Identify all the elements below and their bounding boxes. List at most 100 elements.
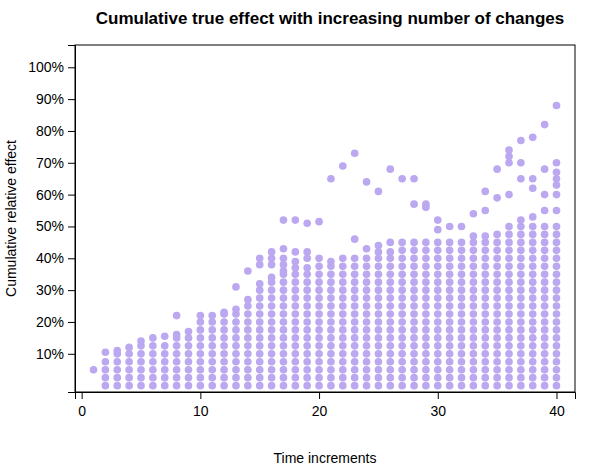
point [386,248,394,256]
point [375,286,383,294]
point [553,302,561,310]
point [315,310,323,318]
point [553,102,561,110]
point [280,302,288,310]
point [398,302,406,310]
point [303,342,311,350]
point [291,302,299,310]
point [363,350,371,358]
point [315,318,323,326]
point [505,350,513,358]
point [280,382,288,390]
y-tick-mark [68,163,75,164]
point [517,137,525,145]
point [303,219,311,227]
point [303,382,311,390]
point [339,286,347,294]
point [351,262,359,270]
point [256,342,264,350]
point [375,318,383,326]
point [410,358,418,366]
point [386,239,394,247]
point [291,382,299,390]
point [149,374,157,382]
point [113,366,121,374]
point [517,247,525,255]
point [541,121,549,129]
point [375,374,383,382]
point [422,310,430,318]
point [291,342,299,350]
point [351,342,359,350]
point [351,254,359,262]
point [422,286,430,294]
point [398,326,406,334]
point [481,207,489,215]
point [517,262,525,270]
point [529,133,537,141]
point [553,247,561,255]
point [268,382,276,390]
point [422,294,430,302]
point [493,326,501,334]
y-tick-mark [68,99,75,100]
point [197,358,205,366]
point [339,294,347,302]
point [410,302,418,310]
point [315,286,323,294]
y-tick: 80% [36,123,75,139]
point [470,334,478,342]
point [434,382,442,390]
point [553,342,561,350]
point [280,358,288,366]
point [244,267,252,275]
point [315,382,323,390]
point [398,175,406,183]
point [339,278,347,286]
point [458,382,466,390]
point [493,342,501,350]
point [386,310,394,318]
point [493,286,501,294]
point [505,326,513,334]
point [541,231,549,239]
point [303,334,311,342]
x-tick-label: 0 [78,403,86,419]
point [315,218,323,226]
point [197,342,205,350]
point [268,334,276,342]
point [386,358,394,366]
point [303,318,311,326]
point [303,326,311,334]
point [493,374,501,382]
point [493,231,501,239]
point [541,247,549,255]
y-tick-label: 40% [36,250,64,266]
point [351,334,359,342]
point [244,350,252,358]
y-tick: 70% [36,155,75,171]
point [398,366,406,374]
point [185,328,193,336]
point [434,334,442,342]
point [268,302,276,310]
point [327,318,335,326]
x-tick: 30 [430,392,446,419]
point [327,175,335,183]
point [232,350,240,358]
point [386,278,394,286]
point [553,191,561,199]
point [446,278,454,286]
point [315,262,323,270]
point [149,350,157,358]
point [505,146,513,154]
point [363,270,371,278]
y-tick-label: 30% [36,282,64,298]
point [529,213,537,221]
point [291,358,299,366]
point [422,262,430,270]
point [375,382,383,390]
point [458,262,466,270]
point [493,366,501,374]
point [375,366,383,374]
